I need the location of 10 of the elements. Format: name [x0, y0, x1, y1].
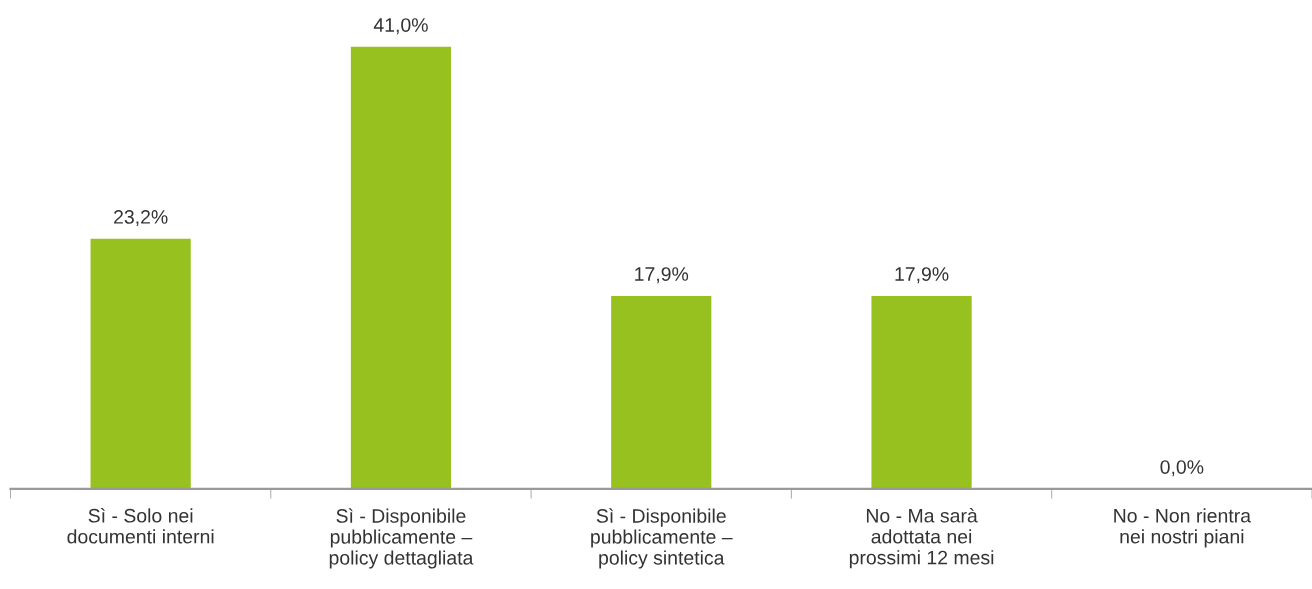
x-tick-label: No - Ma sarà adottata nei prossimi 12 mesi	[849, 508, 994, 569]
data-label: 17,9%	[635, 267, 689, 284]
x-tick-label: Sì - Disponibile pubblicamente – policy dettagliata	[329, 508, 474, 569]
x-tick-label: Sì - Solo nei documenti interni	[67, 508, 214, 544]
data-label: 17,9%	[895, 267, 949, 284]
data-label: 41,0%	[373, 18, 428, 35]
data-label: 23,2%	[114, 210, 168, 227]
x-tick-label: No - Non rientra nei nostri piani	[1114, 508, 1252, 548]
x-tick-label: Sì - Disponibile pubblicamente – policy sintetica	[591, 508, 733, 569]
data-label: 0,0%	[1160, 460, 1204, 477]
